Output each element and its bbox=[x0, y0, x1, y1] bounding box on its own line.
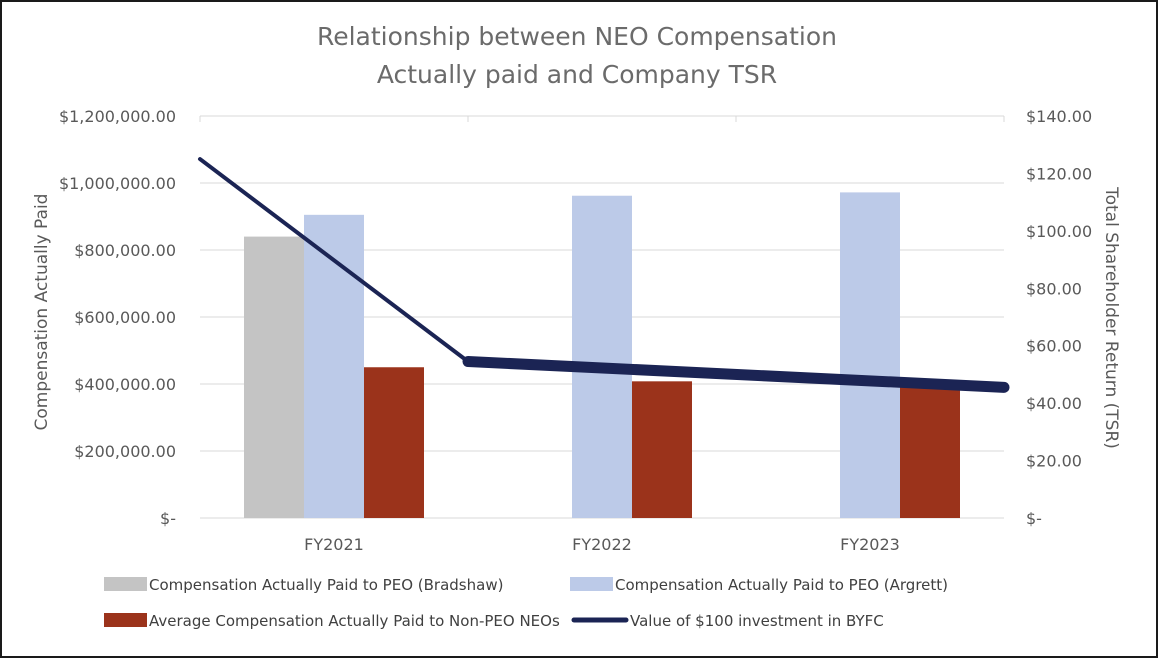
y2-tick-label: $40.00 bbox=[1026, 394, 1082, 413]
legend-swatch bbox=[104, 613, 147, 627]
y-axis-ticks: $- $200,000.00 $400,000.00 $600,000.00 $800,… bbox=[59, 107, 176, 528]
y2-tick-label: $120.00 bbox=[1026, 164, 1092, 183]
tsr-line bbox=[198, 157, 1010, 393]
y2-tick-label: $80.00 bbox=[1026, 279, 1082, 298]
bar bbox=[364, 367, 424, 518]
x-tick-label: FY2022 bbox=[572, 535, 632, 554]
y2-tick-label: $60.00 bbox=[1026, 337, 1082, 356]
y2-tick-label: $140.00 bbox=[1026, 107, 1092, 126]
x-tick-label: FY2023 bbox=[840, 535, 900, 554]
legend-label: Value of $100 investment in BYFC bbox=[630, 612, 884, 630]
bar bbox=[304, 214, 364, 518]
y-tick-label: $1,200,000.00 bbox=[59, 107, 176, 126]
chart-subtitle: Actually paid and Company TSR bbox=[377, 60, 777, 89]
y-tick-label: $800,000.00 bbox=[74, 241, 176, 260]
tsr-line-segment bbox=[462, 356, 1010, 393]
bar bbox=[840, 192, 900, 518]
y2-tick-label: $- bbox=[1026, 509, 1042, 528]
y-tick-label: $1,000,000.00 bbox=[59, 174, 176, 193]
y2-axis-ticks: $- $20.00 $40.00 $60.00 $80.00 $100.00 $120.00… bbox=[1026, 107, 1092, 528]
legend-label: Average Compensation Actually Paid to No… bbox=[149, 612, 560, 630]
y-tick-label: $400,000.00 bbox=[74, 375, 176, 394]
legend: Compensation Actually Paid to PEO (Brads… bbox=[104, 576, 948, 630]
y-tick-label: $- bbox=[160, 509, 176, 528]
bars bbox=[244, 192, 960, 519]
bar bbox=[244, 236, 304, 518]
y2-tick-label: $100.00 bbox=[1026, 222, 1092, 241]
chart-title: Relationship between NEO Compensation bbox=[317, 22, 837, 51]
legend-swatch bbox=[104, 577, 147, 591]
y-tick-label: $600,000.00 bbox=[74, 308, 176, 327]
bar bbox=[572, 195, 632, 519]
x-axis-ticks: FY2021 FY2022 FY2023 bbox=[304, 535, 900, 554]
y-tick-label: $200,000.00 bbox=[74, 442, 176, 461]
legend-label: Compensation Actually Paid to PEO (Brads… bbox=[149, 576, 503, 594]
legend-swatch bbox=[570, 577, 613, 591]
tsr-line-segment bbox=[198, 157, 470, 364]
bar bbox=[900, 385, 960, 518]
bar bbox=[632, 381, 692, 518]
x-tick-label: FY2021 bbox=[304, 535, 364, 554]
legend-label: Compensation Actually Paid to PEO (Argre… bbox=[615, 576, 948, 594]
y2-axis-title: Total Shareholder Return (TSR) bbox=[1101, 186, 1121, 449]
y2-tick-label: $20.00 bbox=[1026, 452, 1082, 471]
y-axis-title: Compensation Actually Paid bbox=[32, 194, 52, 431]
